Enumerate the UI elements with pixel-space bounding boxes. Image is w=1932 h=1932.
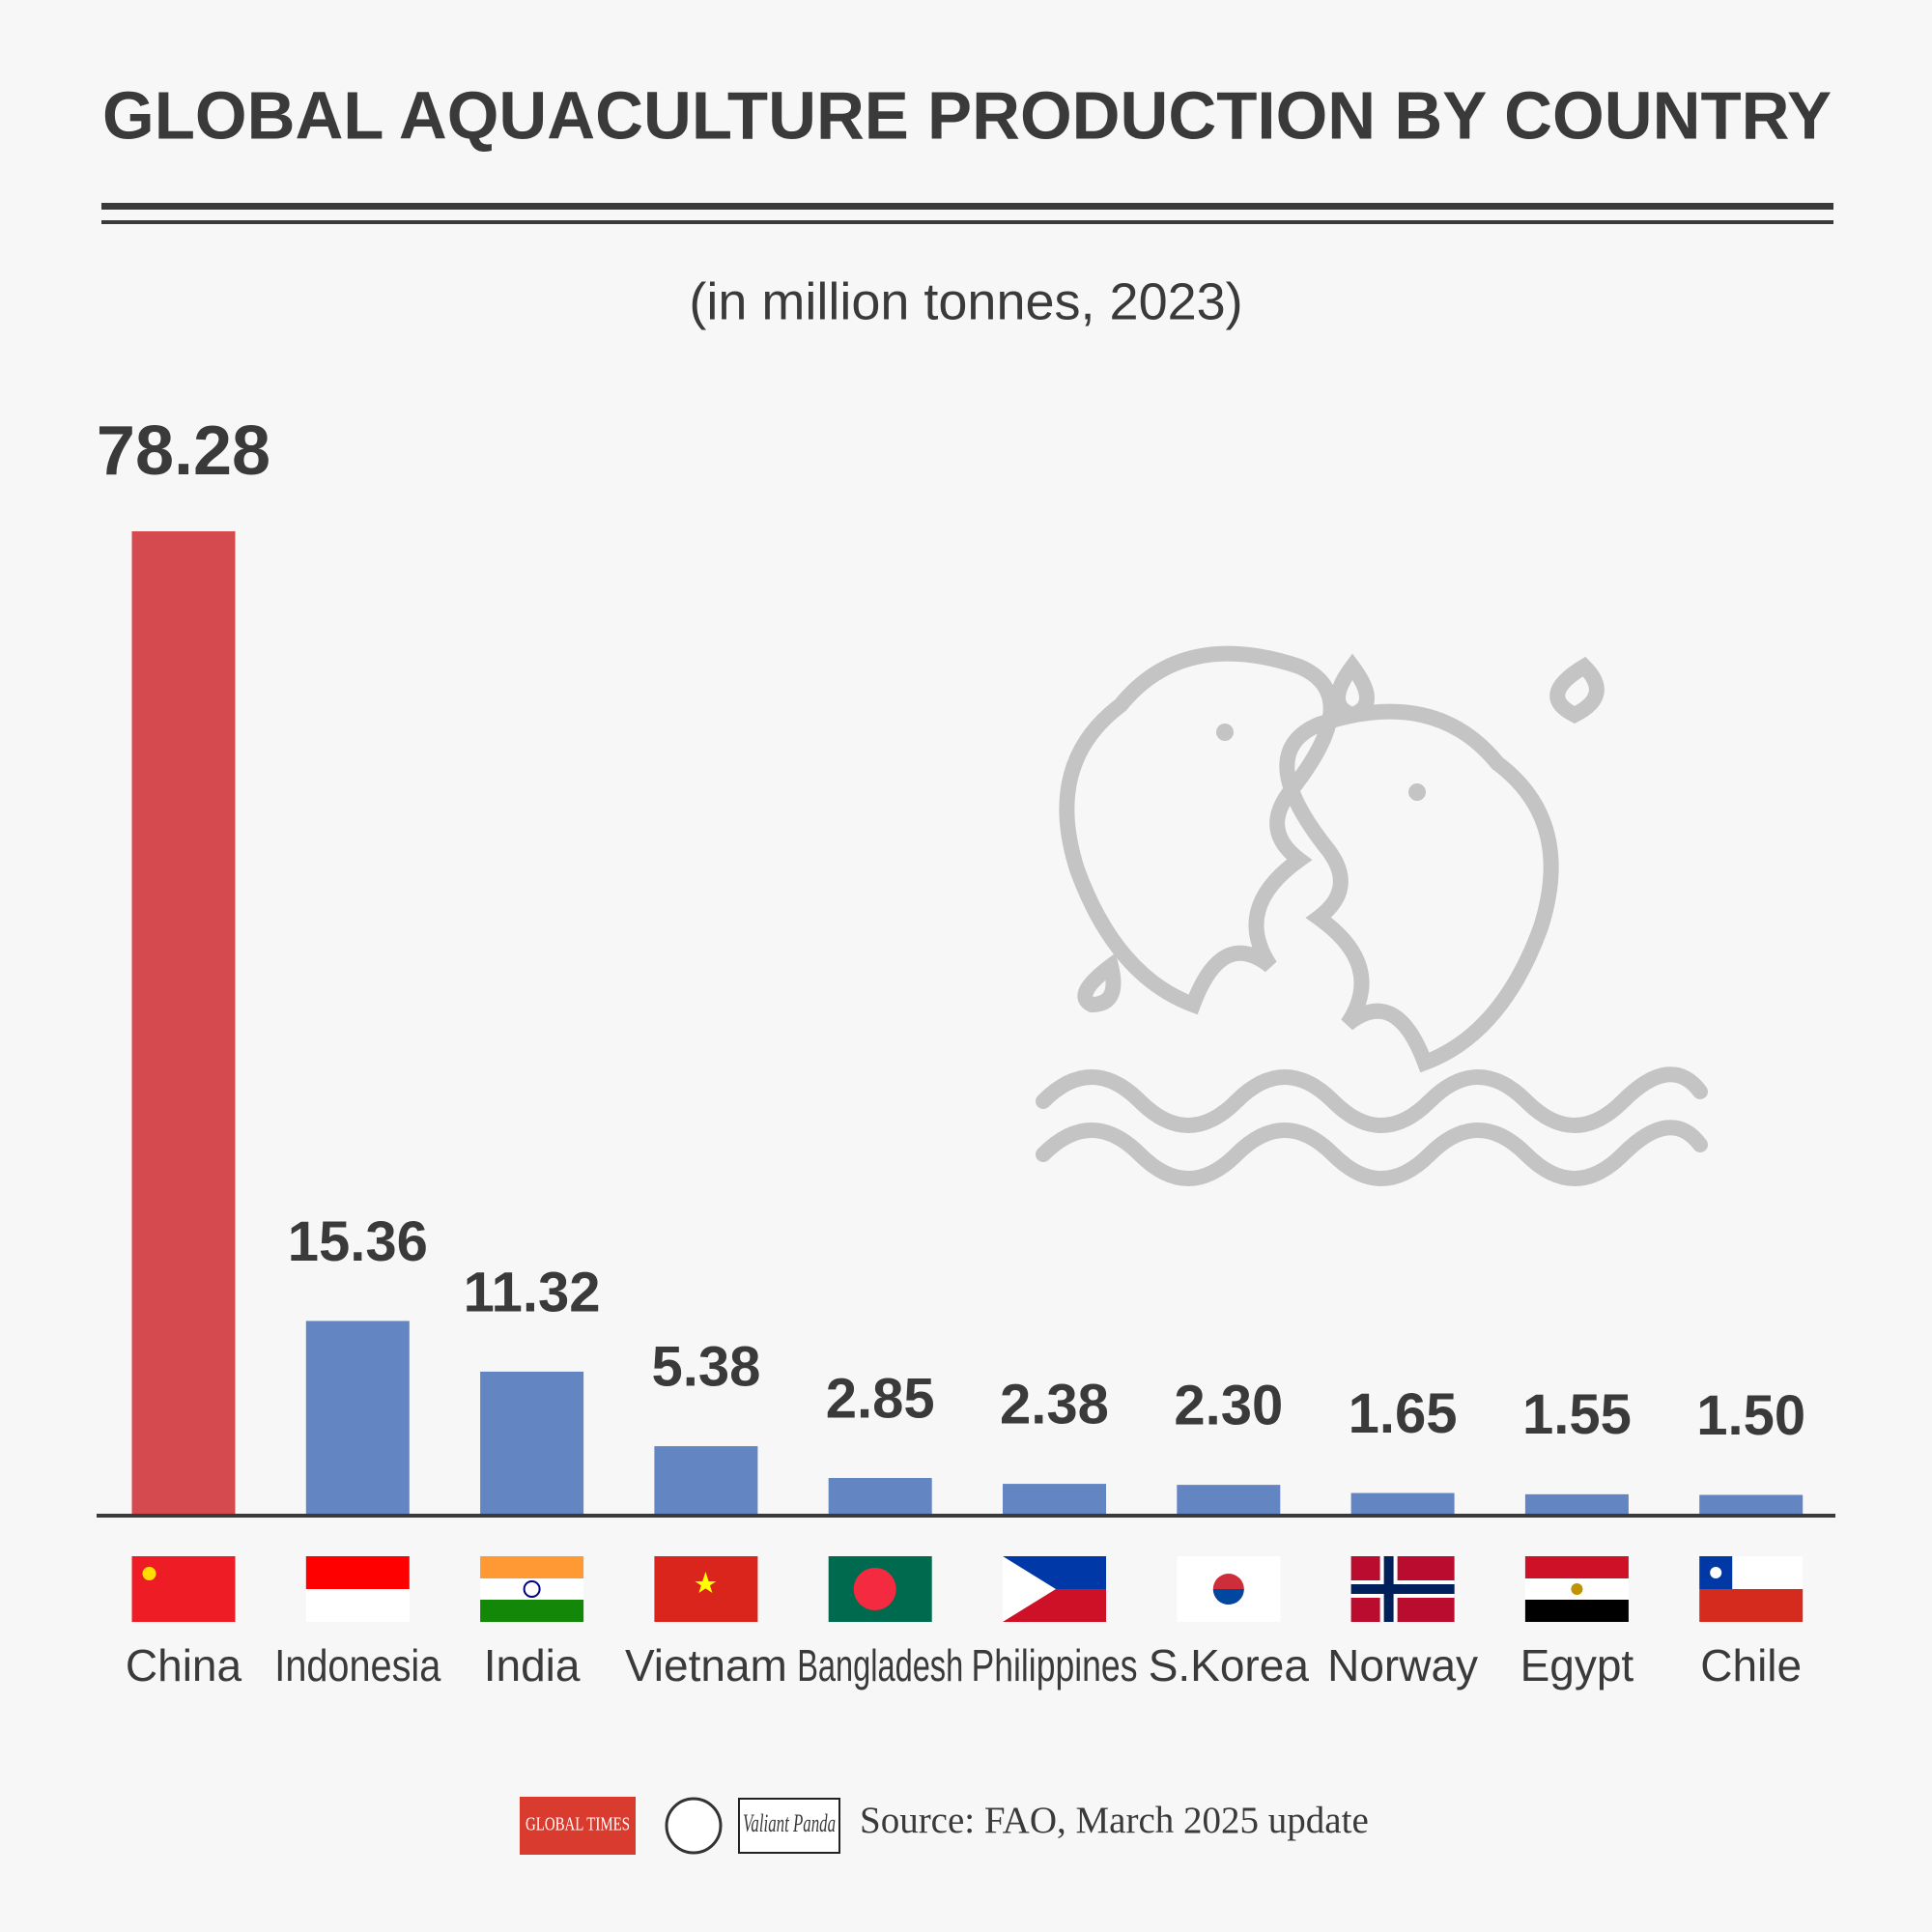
value-label: 11.32 [464, 1261, 601, 1323]
x-tick-label: Bangladesh [797, 1640, 963, 1690]
value-label: 1.50 [1696, 1384, 1805, 1447]
x-tick-label: Vietnam [625, 1640, 787, 1690]
bar [828, 1477, 932, 1514]
subtitle: (in million tonnes, 2023) [689, 272, 1242, 330]
fish-eye [1408, 783, 1426, 801]
fish-icon [1036, 645, 1708, 1186]
flag [1699, 1589, 1804, 1622]
bar [1003, 1484, 1106, 1514]
baseline [97, 1514, 1835, 1518]
x-tick-label: Indonesia [274, 1640, 440, 1690]
value-label: 15.36 [288, 1210, 428, 1273]
bar [1699, 1494, 1804, 1514]
rule [101, 203, 1833, 210]
flag [1003, 1556, 1056, 1622]
value-label: 5.38 [651, 1335, 760, 1398]
logo-box [520, 1797, 636, 1855]
x-tick-label: India [484, 1640, 581, 1690]
bar [1350, 1492, 1455, 1514]
flag [1212, 1589, 1244, 1605]
flag [1383, 1556, 1394, 1622]
bar [1524, 1493, 1629, 1514]
logo: GLOBAL TIMES [526, 1814, 630, 1835]
flag [853, 1568, 896, 1610]
flag [695, 1572, 717, 1593]
x-tick-label: Egypt [1520, 1640, 1634, 1690]
x-tick-label: Chile [1700, 1640, 1802, 1690]
value-label: 1.65 [1349, 1382, 1458, 1445]
flag [523, 1580, 541, 1598]
flag [480, 1578, 584, 1600]
flag [1350, 1584, 1455, 1594]
value-label: 1.55 [1522, 1383, 1632, 1446]
flag [305, 1589, 410, 1622]
flag [1710, 1567, 1722, 1578]
value-label: 2.85 [826, 1367, 935, 1430]
x-tick-label: S.Korea [1149, 1640, 1310, 1690]
source: Source: FAO, March 2025 update [860, 1800, 1369, 1841]
flag [305, 1556, 410, 1589]
flag [480, 1556, 584, 1578]
chart-title: GLOBAL AQUACULTURE PRODUCTION BY COUNTRY [102, 77, 1832, 153]
x-tick-label: China [126, 1640, 242, 1690]
panda-icon [665, 1797, 723, 1855]
flag [1571, 1583, 1583, 1595]
rule [101, 220, 1833, 224]
flag [131, 1556, 236, 1622]
bar [131, 531, 236, 1514]
bar [1177, 1485, 1281, 1514]
flag [1524, 1556, 1629, 1578]
bar [654, 1446, 758, 1514]
value-label: 2.38 [1000, 1373, 1109, 1435]
flag [142, 1567, 156, 1580]
flag [654, 1556, 758, 1622]
bar [480, 1371, 584, 1514]
logo: Valiant Panda [743, 1809, 836, 1837]
x-tick-label: Norway [1327, 1640, 1478, 1690]
x-tick-label: Philippines [972, 1640, 1138, 1690]
flag [1524, 1600, 1629, 1622]
value-label: 78.28 [97, 412, 270, 490]
value-label: 2.30 [1174, 1374, 1283, 1436]
flag [480, 1600, 584, 1622]
logo-box [738, 1798, 840, 1854]
fish-eye [1216, 724, 1234, 741]
bar [305, 1321, 410, 1514]
